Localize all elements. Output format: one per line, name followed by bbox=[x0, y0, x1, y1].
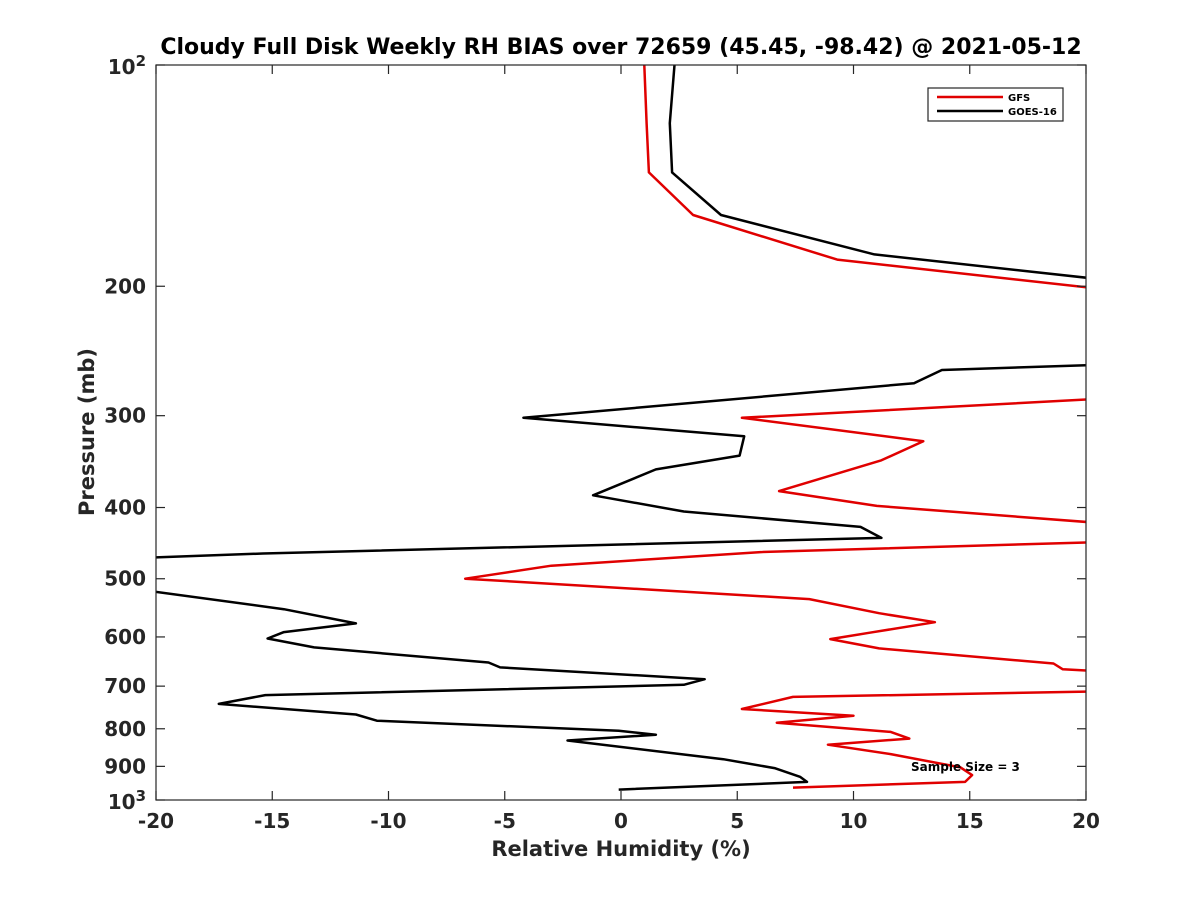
x-tick-label: -15 bbox=[254, 809, 290, 833]
sample-size-annotation: Sample Size = 3 bbox=[911, 760, 1020, 774]
y-tick-label: 102 bbox=[108, 52, 146, 79]
y-tick-label: 700 bbox=[104, 674, 146, 698]
y-tick-label: 400 bbox=[104, 496, 146, 520]
y-tick-label: 600 bbox=[104, 625, 146, 649]
y-axis-title: Pressure (mb) bbox=[75, 348, 99, 516]
x-tick-label: 0 bbox=[614, 809, 628, 833]
chart-title: Cloudy Full Disk Weekly RH BIAS over 726… bbox=[160, 35, 1081, 60]
y-tick-label: 900 bbox=[104, 754, 146, 778]
legend-label-gfs: GFS bbox=[1008, 93, 1030, 104]
x-tick-label: 10 bbox=[840, 809, 868, 833]
series-layer bbox=[156, 65, 1086, 791]
y-tick-label: 200 bbox=[104, 274, 146, 298]
series-line-gfs bbox=[463, 65, 1086, 789]
y-tick-label: 300 bbox=[104, 404, 146, 428]
x-tick-label: -20 bbox=[138, 809, 174, 833]
y-tick-label: 103 bbox=[108, 787, 146, 814]
x-axis-title: Relative Humidity (%) bbox=[491, 837, 750, 861]
y-tick-label: 800 bbox=[104, 717, 146, 741]
x-tick-label: 20 bbox=[1072, 809, 1100, 833]
y-tick-label: 500 bbox=[104, 567, 146, 591]
x-tick-label: 15 bbox=[956, 809, 984, 833]
x-tick-label: 5 bbox=[730, 809, 744, 833]
legend: GFS GOES-16 bbox=[927, 87, 1064, 122]
x-tick-label: -5 bbox=[494, 809, 516, 833]
legend-box bbox=[927, 87, 1064, 122]
legend-label-goes16: GOES-16 bbox=[1008, 107, 1057, 118]
tick-layer: -20 -15 -10 -5 0 5 10 15 20 102 200 300 400 500 600 700… bbox=[104, 52, 1100, 833]
x-tick-label: -10 bbox=[370, 809, 406, 833]
series-line-goes16 bbox=[156, 65, 1086, 791]
